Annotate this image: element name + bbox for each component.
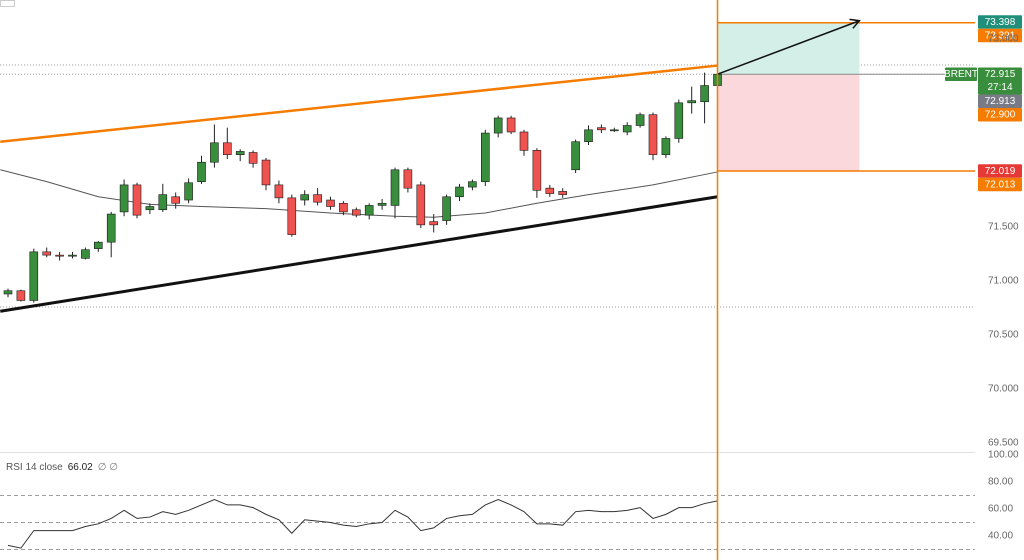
price-tag-label: 72.013 — [985, 179, 1016, 190]
candle-body — [468, 181, 477, 188]
candle-body — [364, 205, 374, 216]
candle-body — [42, 251, 52, 256]
candle-body — [158, 194, 168, 211]
y-tick-label: 71.500 — [988, 222, 1019, 233]
candle-body — [519, 131, 529, 151]
y-tick-label: 73.000 — [988, 34, 1019, 45]
rsi-line — [7, 498, 718, 549]
candle-body — [493, 117, 503, 134]
candle-body — [248, 152, 258, 164]
candle-body — [261, 159, 271, 186]
candle-body — [377, 202, 387, 206]
candle-body — [171, 196, 180, 204]
candle-body — [622, 125, 632, 133]
position-stop-zone — [717, 74, 860, 171]
rsi-tick-label: 80.00 — [988, 477, 1013, 488]
candle-body — [184, 182, 193, 201]
rsi-legend: RSI 14 close 66.02 ∅ ∅ — [6, 462, 118, 473]
candle-body — [674, 102, 684, 139]
candle-body — [429, 221, 439, 226]
candle-body — [571, 141, 580, 171]
candle-body — [94, 241, 103, 249]
candle-body — [416, 184, 426, 226]
moving-average — [0, 169, 718, 218]
candle-body — [480, 132, 490, 182]
candle-body — [609, 129, 619, 132]
price-tag-label: 73.391 — [985, 30, 1016, 41]
corner-box — [0, 0, 15, 7]
candle-body — [55, 254, 64, 257]
candle-body — [132, 184, 142, 216]
candle-body — [300, 194, 310, 201]
candle-body — [210, 142, 219, 163]
candle-body — [29, 251, 39, 301]
price-tag — [978, 67, 1022, 95]
price-tag — [978, 28, 1022, 43]
price-tag — [978, 94, 1022, 108]
rsi-tick-label: 40.00 — [988, 531, 1013, 542]
y-tick-label: 70.000 — [988, 384, 1019, 395]
candle-body — [661, 138, 671, 155]
candle-body — [81, 249, 90, 259]
arrow-head — [849, 18, 861, 29]
price-tag-label: 73.398 — [985, 17, 1016, 28]
candle-body — [700, 85, 709, 103]
candle-body — [326, 199, 335, 207]
candle-body — [648, 114, 658, 155]
y-tick-label: 69.500 — [988, 438, 1019, 449]
price-tag — [978, 107, 1022, 122]
candle-body — [351, 209, 361, 216]
countdown: 27:14 — [987, 82, 1012, 93]
rsi-tick-label: 100.00 — [988, 450, 1019, 461]
symbol-label: BRENT — [944, 69, 978, 80]
y-tick-label: 71.000 — [988, 276, 1019, 287]
y-tick-label: 70.500 — [988, 330, 1019, 341]
candle-body — [339, 202, 348, 213]
candle-body — [455, 186, 464, 198]
candle-body — [390, 169, 400, 206]
candle-body — [235, 151, 245, 155]
rsi-legend-part: RSI 14 close — [6, 462, 63, 473]
trendline — [0, 195, 718, 313]
candle-body — [197, 161, 206, 182]
price-tag — [978, 177, 1022, 192]
candle-body — [106, 213, 116, 243]
candle-body — [558, 191, 568, 195]
price-tag-label: 72.900 — [985, 110, 1016, 121]
candle-body — [223, 142, 232, 155]
candle-body — [145, 206, 155, 211]
candle-body — [403, 169, 413, 189]
trendline — [0, 64, 718, 143]
price-tag-label: 72.915 — [985, 69, 1016, 80]
candle-body — [597, 127, 606, 131]
candle-body — [506, 117, 516, 133]
candle-body — [687, 100, 697, 104]
candle-body — [532, 150, 542, 191]
price-tag — [978, 15, 1022, 29]
candle-body — [635, 114, 645, 126]
candle-body — [442, 196, 451, 221]
candle-body — [545, 187, 555, 194]
candle-body — [313, 194, 322, 203]
candle-body — [287, 197, 297, 235]
price-tag — [978, 164, 1022, 178]
rsi-legend-part: ∅ ∅ — [98, 462, 118, 473]
projection-arrow — [717, 20, 860, 75]
candle-body — [584, 129, 593, 143]
rsi-legend-part: 66.02 — [68, 462, 93, 473]
candle-body — [68, 254, 77, 257]
candle-body — [3, 290, 13, 295]
candle-body — [119, 184, 129, 213]
rsi-tick-label: 60.00 — [988, 504, 1013, 515]
price-tag-label: 72.913 — [985, 96, 1016, 107]
candle-body — [274, 184, 284, 199]
candle-body — [16, 290, 26, 301]
symbol-tag — [945, 67, 977, 81]
price-tag-label: 72.019 — [985, 166, 1016, 177]
